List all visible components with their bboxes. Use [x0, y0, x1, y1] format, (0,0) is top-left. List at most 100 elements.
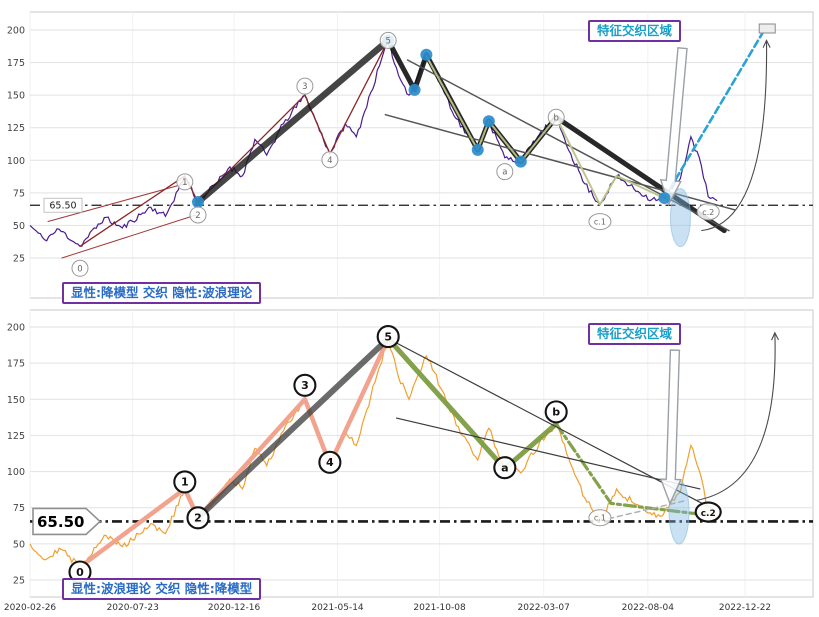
svg-text:b: b: [552, 406, 560, 419]
wave-marker-5: [379, 31, 397, 49]
svg-text:2: 2: [195, 211, 200, 221]
impulse-wave-salmon: [77, 336, 391, 570]
wave-marker-3: [296, 77, 314, 95]
reference-price-tag: [43, 197, 83, 213]
wedge-upper: [384, 113, 736, 211]
svg-text:200: 200: [7, 323, 25, 334]
rise-channel-lower: [61, 214, 197, 259]
wave-marker-4: [318, 450, 342, 474]
svg-text:25: 25: [13, 254, 25, 265]
svg-text:1: 1: [182, 178, 187, 188]
svg-text:2022-03-07: 2022-03-07: [518, 603, 570, 613]
svg-text:c.2: c.2: [702, 208, 714, 217]
svg-text:175: 175: [7, 58, 25, 69]
svg-text:2: 2: [194, 512, 202, 525]
svg-text:50: 50: [13, 539, 25, 550]
top-feature-zone-badge: 特征交织区域: [588, 20, 682, 42]
svg-text:75: 75: [13, 188, 25, 199]
svg-text:a: a: [501, 461, 508, 474]
svg-text:4: 4: [327, 156, 332, 166]
impulse-trend-thick: [195, 335, 392, 521]
svg-text:4: 4: [326, 456, 334, 469]
svg-text:150: 150: [7, 395, 25, 406]
x-axis-labels: 2020-02-26 2020-07-23 2020-12-16 2021-05-14…: [4, 603, 771, 613]
top-model-mode-badge: 显性:降模型 交织 隐性:波浪理论: [62, 282, 262, 304]
svg-text:1: 1: [181, 476, 189, 489]
wedge-lower: [395, 417, 701, 490]
svg-text:5: 5: [384, 330, 392, 343]
breakout-target-marker: [758, 23, 776, 34]
y-axis-labels: 25 50 75 100 125 150 175 200: [7, 26, 25, 265]
svg-text:c.2: c.2: [701, 509, 716, 519]
svg-text:3: 3: [301, 379, 309, 392]
wave-marker-c.1: [588, 213, 612, 231]
corrective-green-dashdot: [554, 422, 708, 517]
wave-marker-5: [376, 325, 400, 349]
zone-pointer-arrow: [659, 47, 688, 207]
projection-curve-arrow: [701, 40, 768, 232]
wave-marker-b: [544, 400, 568, 424]
wave-marker-2: [189, 206, 207, 224]
impulse-trend-thick: [194, 37, 392, 206]
wedge-lower: [406, 59, 730, 232]
bottom-feature-zone-badge: 特征交织区域: [588, 323, 682, 345]
interweave-zone-ellipse: [669, 188, 691, 248]
wave-marker-0: [71, 259, 89, 277]
svg-text:c.1: c.1: [594, 218, 606, 227]
svg-text:b: b: [553, 113, 558, 123]
svg-text:0: 0: [77, 264, 82, 274]
svg-text:3: 3: [302, 82, 307, 92]
svg-text:100: 100: [7, 156, 25, 167]
wave-marker-c.1: [588, 509, 612, 527]
wave-marker-a: [496, 163, 514, 181]
overlay-lines: [47, 27, 767, 259]
wave-marker-1: [173, 470, 197, 494]
wave-labels: 0 1 2 3 4 5 a b c.1 c.2: [71, 31, 720, 277]
svg-text:2022-08-04: 2022-08-04: [622, 603, 675, 613]
chart-bottom: 25 50 75 100 125 150 175 200 0 1 2 3 4 5 a b c.1 c.2 65.50…: [4, 309, 814, 613]
wave-marker-4: [321, 151, 339, 169]
wave-marker-c.2: [694, 501, 722, 523]
chart-top: 25 50 75 100 125 150 175 200 0 1 2 3 4 5 a b c.1 c.2 65.50: [7, 11, 814, 299]
svg-text:2020-12-16: 2020-12-16: [208, 603, 261, 613]
svg-text:65.50: 65.50: [49, 201, 76, 212]
svg-text:2022-12-22: 2022-12-22: [719, 603, 771, 613]
svg-text:2020-02-26: 2020-02-26: [4, 603, 57, 613]
wave-labels: 0 1 2 3 4 5 a b c.1 c.2: [68, 325, 722, 584]
svg-text:125: 125: [7, 431, 25, 442]
bottom-model-mode-badge: 显性:波浪理论 交织 隐性:降模型: [62, 578, 262, 600]
svg-text:125: 125: [7, 123, 25, 134]
svg-text:a: a: [502, 168, 507, 178]
wave-marker-2: [186, 506, 210, 530]
svg-text:2021-05-14: 2021-05-14: [311, 603, 364, 613]
wave-marker-c.2: [696, 203, 720, 221]
y-axis-labels: 25 50 75 100 125 150 175 200: [7, 323, 25, 587]
svg-text:150: 150: [7, 91, 25, 102]
svg-text:5: 5: [385, 36, 390, 46]
svg-text:200: 200: [7, 26, 25, 37]
svg-text:25: 25: [13, 576, 25, 587]
wave-marker-b: [547, 108, 565, 126]
svg-text:0: 0: [76, 566, 84, 579]
plot-border: [29, 309, 814, 598]
svg-text:c.1: c.1: [594, 514, 606, 523]
zone-pointer-arrow: [659, 349, 682, 506]
svg-text:2020-07-23: 2020-07-23: [107, 603, 159, 613]
rise-wave-thin: [79, 39, 389, 247]
wave-marker-a: [493, 456, 517, 480]
base-dashed-gray: [599, 499, 687, 522]
svg-text:50: 50: [13, 221, 25, 232]
svg-text:75: 75: [13, 503, 25, 514]
breakout-dashed-cyan: [663, 27, 767, 200]
wedge-upper: [387, 338, 714, 510]
svg-text:2021-10-08: 2021-10-08: [413, 603, 466, 613]
reference-price-arrow-tag: [32, 507, 102, 536]
wave-marker-3: [293, 373, 317, 397]
wave-marker-1: [176, 173, 194, 191]
svg-text:65.50: 65.50: [37, 513, 84, 531]
svg-text:175: 175: [7, 359, 25, 370]
projection-curve-arrow: [695, 332, 776, 502]
svg-text:100: 100: [7, 467, 25, 478]
